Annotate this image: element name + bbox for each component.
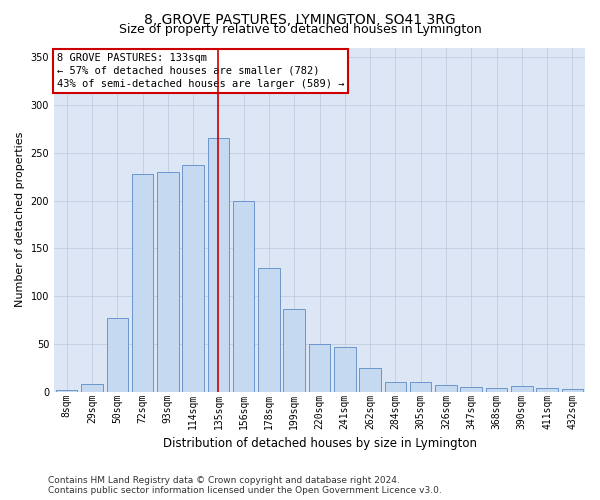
Bar bbox=[283, 309, 305, 392]
Bar bbox=[182, 165, 204, 392]
Text: Contains HM Land Registry data © Crown copyright and database right 2024.
Contai: Contains HM Land Registry data © Crown c… bbox=[48, 476, 442, 495]
X-axis label: Distribution of detached houses by size in Lymington: Distribution of detached houses by size … bbox=[163, 437, 476, 450]
Bar bbox=[233, 200, 254, 392]
Text: 8 GROVE PASTURES: 133sqm
← 57% of detached houses are smaller (782)
43% of semi-: 8 GROVE PASTURES: 133sqm ← 57% of detach… bbox=[56, 52, 344, 89]
Bar bbox=[562, 389, 583, 392]
Bar bbox=[511, 386, 533, 392]
Y-axis label: Number of detached properties: Number of detached properties bbox=[15, 132, 25, 308]
Bar bbox=[435, 386, 457, 392]
Bar bbox=[410, 382, 431, 392]
Bar bbox=[56, 390, 77, 392]
Bar bbox=[258, 268, 280, 392]
Bar bbox=[309, 344, 330, 392]
Bar bbox=[460, 387, 482, 392]
Bar bbox=[486, 388, 507, 392]
Bar bbox=[132, 174, 153, 392]
Bar bbox=[157, 172, 179, 392]
Bar bbox=[385, 382, 406, 392]
Text: Size of property relative to detached houses in Lymington: Size of property relative to detached ho… bbox=[119, 22, 481, 36]
Bar bbox=[359, 368, 381, 392]
Bar bbox=[536, 388, 558, 392]
Bar bbox=[208, 138, 229, 392]
Text: 8, GROVE PASTURES, LYMINGTON, SO41 3RG: 8, GROVE PASTURES, LYMINGTON, SO41 3RG bbox=[144, 12, 456, 26]
Bar bbox=[334, 347, 356, 392]
Bar bbox=[81, 384, 103, 392]
Bar bbox=[107, 318, 128, 392]
